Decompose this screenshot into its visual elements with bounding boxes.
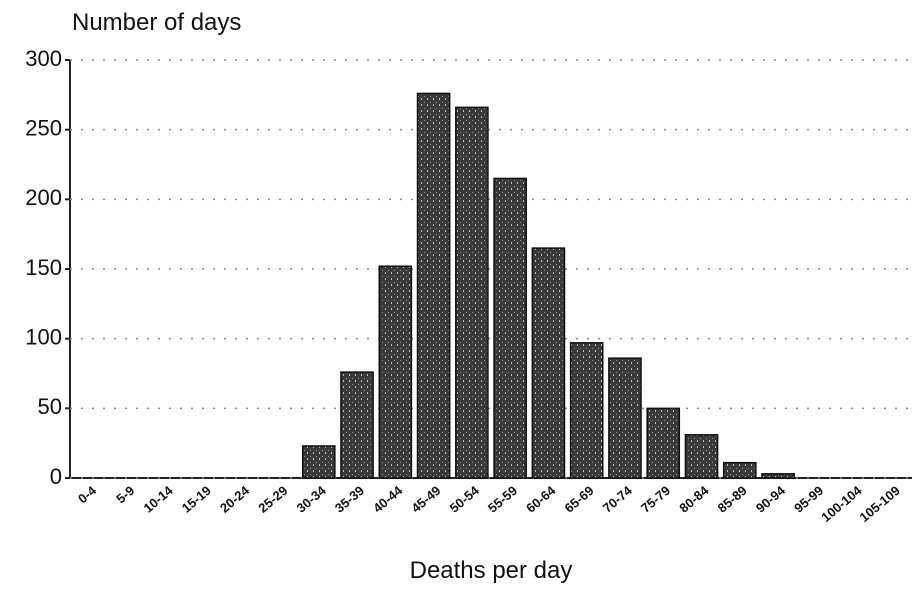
y-tick-label: 150: [25, 255, 62, 280]
bar: [569, 342, 604, 479]
y-tick-label: 300: [25, 46, 62, 71]
x-axis-title: Deaths per day: [410, 557, 573, 584]
bar: [684, 434, 719, 479]
bar: [493, 177, 527, 479]
bar: [378, 265, 413, 479]
bar: [301, 445, 336, 479]
y-tick-label: 50: [38, 394, 62, 419]
y-axis-title: Number of days: [72, 9, 241, 36]
bar: [531, 247, 566, 479]
bar: [416, 92, 451, 479]
bar: [340, 371, 374, 479]
y-tick-label: 250: [25, 115, 62, 140]
bar: [646, 407, 681, 479]
bar: [455, 106, 489, 479]
bar: [722, 461, 757, 479]
y-tick-label: 100: [25, 324, 62, 349]
bar: [608, 357, 642, 479]
y-tick-label: 200: [25, 185, 62, 210]
bar: [761, 473, 795, 479]
y-tick-label: 0: [50, 464, 62, 489]
